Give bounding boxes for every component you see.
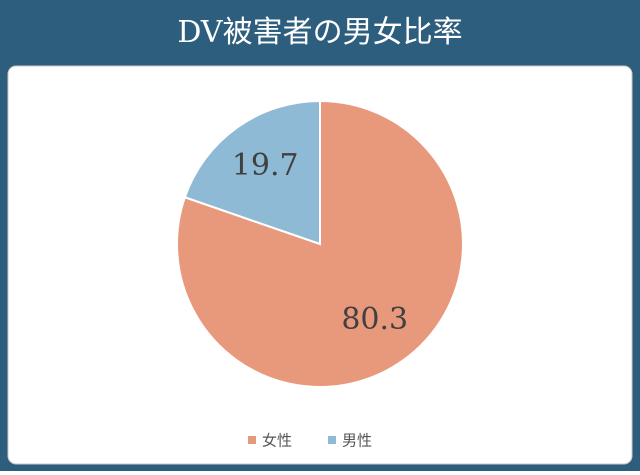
chart-title: DV被害者の男女比率 <box>177 15 462 50</box>
legend-swatch <box>328 436 336 444</box>
legend-label: 男性 <box>342 432 372 450</box>
data-label: 19.7 <box>232 148 299 183</box>
legend-swatch <box>248 436 256 444</box>
pie-slice <box>183 99 321 246</box>
data-label: 80.3 <box>341 302 408 337</box>
legend-label: 女性 <box>262 432 292 450</box>
pie-slice <box>176 99 464 388</box>
